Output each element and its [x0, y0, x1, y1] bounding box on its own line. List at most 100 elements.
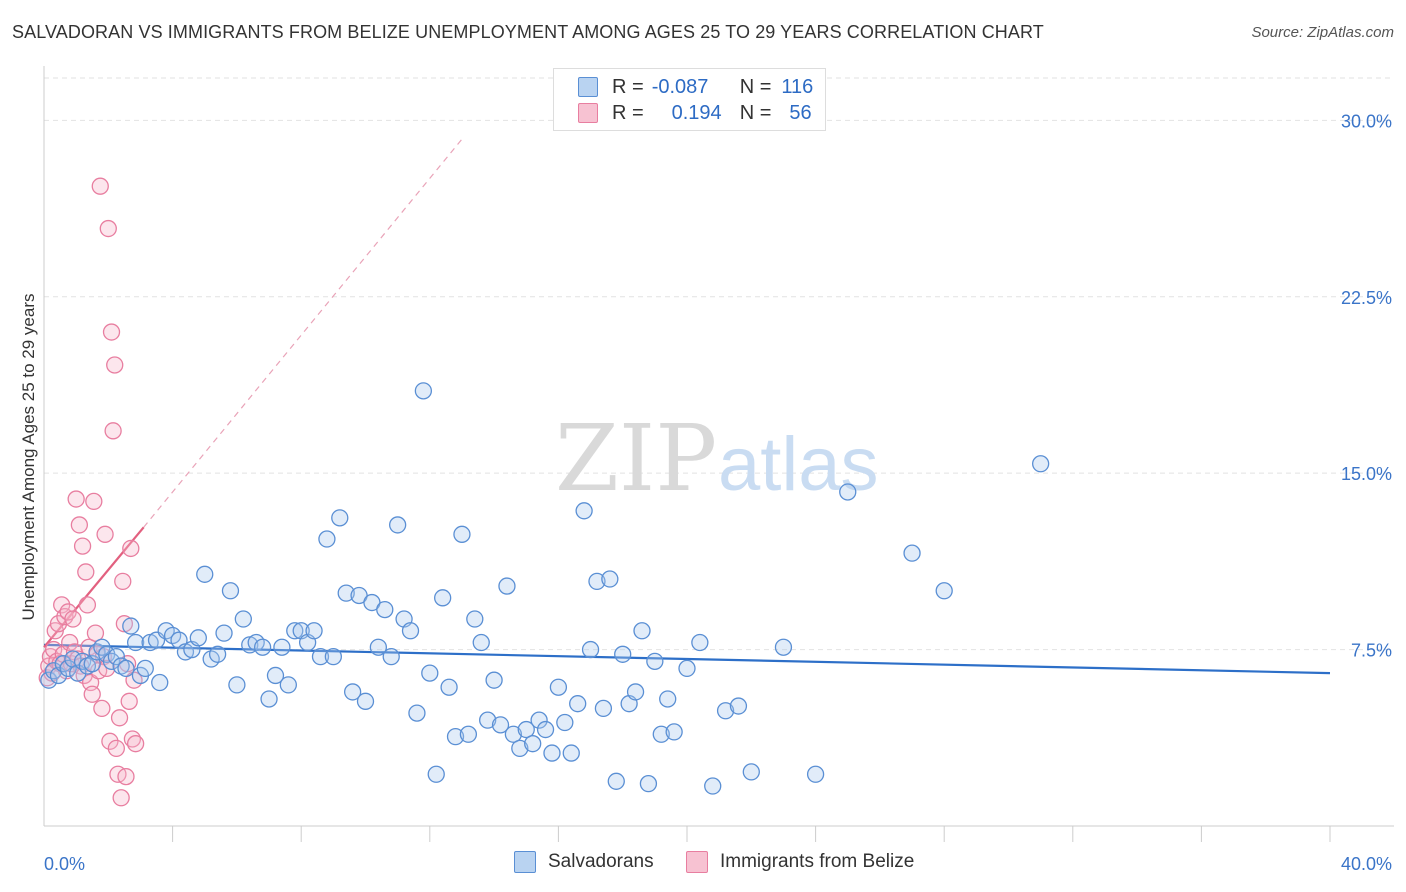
- belize-point: [117, 767, 135, 786]
- belize-point: [112, 789, 130, 807]
- salvadoran-point: [556, 713, 574, 732]
- tick-labels: 7.5% 15.0% 22.5% 30.0% 0.0% 40.0%: [44, 111, 1392, 874]
- salvadoran-point: [337, 584, 355, 602]
- salvadoran-point: [102, 652, 121, 670]
- belize-point: [122, 539, 140, 558]
- salvadoran-point: [806, 765, 825, 783]
- legend-r-value: -0.087: [651, 75, 709, 98]
- belize-point: [106, 356, 124, 374]
- salvadoran-point: [401, 622, 420, 640]
- salvadoran-point: [459, 725, 478, 743]
- watermark-zip: ZIP: [555, 405, 717, 512]
- belize-point: [120, 692, 138, 710]
- salvadoran-point: [607, 772, 625, 790]
- salvadoran-point: [446, 727, 465, 746]
- salvadoran-point: [215, 624, 233, 642]
- salvadoran-point: [594, 699, 613, 718]
- salvadoran-point: [1032, 455, 1050, 473]
- legend-label-belize: Immigrants from Belize: [720, 851, 915, 872]
- salvadoran-point: [318, 530, 336, 548]
- salvadoran-point: [107, 647, 125, 666]
- salvadoran-point: [472, 633, 490, 652]
- salvadoran-point: [228, 676, 246, 694]
- salvadoran-point: [601, 570, 619, 588]
- salvadoran-point: [646, 652, 664, 670]
- salvadoran-point: [414, 382, 433, 400]
- salvadoran-point: [517, 720, 535, 739]
- salvadoran-point: [208, 645, 227, 663]
- salvadoran-point: [253, 638, 272, 656]
- belize-point: [73, 537, 92, 555]
- salvadoran-point: [665, 723, 683, 741]
- y-tick-label: 30.0%: [1341, 111, 1392, 131]
- salvadoran-point: [569, 695, 587, 713]
- belize-point: [77, 563, 95, 581]
- salvadoran-point: [343, 683, 362, 701]
- salvadoran-point: [504, 725, 523, 743]
- salvadoran-point: [524, 735, 542, 753]
- salvadoran-point: [511, 739, 529, 758]
- salvadoran-point: [440, 678, 458, 696]
- salvadoran-point: [903, 544, 921, 562]
- legend-item-salvadorans[interactable]: Salvadorans: [514, 851, 654, 873]
- salvadoran-point: [549, 678, 568, 696]
- legend-row-belize: R = 0.194 N = 56: [578, 100, 812, 126]
- salvadoran-point: [260, 690, 278, 708]
- salvadoran-point: [356, 692, 375, 710]
- salvadoran-point: [626, 683, 645, 701]
- x-tick-label-max: 40.0%: [1341, 854, 1392, 874]
- salvadoran-point: [742, 763, 760, 781]
- belize-point: [101, 732, 119, 750]
- salvadoran-point: [614, 645, 632, 663]
- salvadoran-point: [485, 671, 503, 689]
- legend-swatch-pink: [686, 851, 708, 873]
- salvadoran-point: [716, 702, 735, 720]
- belize-point: [70, 516, 89, 534]
- y-tick-label: 7.5%: [1351, 641, 1392, 661]
- salvadoran-point: [691, 633, 709, 652]
- salvadoran-point: [839, 483, 857, 501]
- belize-point: [64, 610, 82, 628]
- belize-point: [91, 177, 109, 195]
- salvadoran-point: [40, 671, 58, 689]
- salvadoran-point: [305, 622, 323, 640]
- legend-n-label: N =: [739, 75, 772, 98]
- salvadoran-point: [376, 600, 394, 619]
- salvadoran-point: [388, 516, 407, 534]
- axes: [43, 66, 1394, 842]
- y-tick-label: 22.5%: [1341, 288, 1392, 308]
- salvadoran-point: [311, 647, 330, 666]
- legend-swatch-blue: [514, 851, 536, 873]
- legend-swatch-pink: [578, 103, 598, 123]
- salvadoran-point: [479, 711, 497, 729]
- salvadoran-point: [652, 725, 670, 743]
- salvadoran-point: [189, 629, 207, 647]
- salvadoran-point: [427, 765, 445, 783]
- source-label: Source: ZipAtlas.com: [1251, 24, 1394, 41]
- series-legend: Salvadorans Immigrants from Belize: [0, 851, 1406, 877]
- watermark-atlas: atlas: [718, 422, 879, 507]
- salvadoran-point: [221, 582, 240, 600]
- salvadoran-point: [126, 633, 145, 652]
- salvadoran-point: [266, 666, 285, 685]
- belize-point: [114, 572, 132, 591]
- salvadoran-point: [434, 589, 452, 607]
- salvadoran-point: [466, 610, 484, 628]
- salvadoran-point: [234, 610, 252, 628]
- salvadoran-point: [136, 659, 154, 678]
- belize-point: [96, 525, 114, 543]
- salvadoran-point: [581, 640, 600, 659]
- salvadoran-point: [273, 638, 291, 656]
- belize-point: [104, 422, 122, 440]
- salvadoran-point: [44, 662, 63, 680]
- salvadoran-point: [421, 664, 439, 682]
- salvadoran-point: [935, 582, 953, 600]
- belize-point: [126, 735, 145, 753]
- x-tick-label-min: 0.0%: [44, 854, 85, 874]
- salvadoran-point: [122, 617, 140, 635]
- legend-swatch-blue: [578, 77, 598, 97]
- legend-item-belize[interactable]: Immigrants from Belize: [686, 851, 914, 873]
- salvadoran-points: [40, 382, 1050, 795]
- legend-r-value: 0.194: [671, 101, 722, 124]
- salvadoran-point: [453, 525, 471, 543]
